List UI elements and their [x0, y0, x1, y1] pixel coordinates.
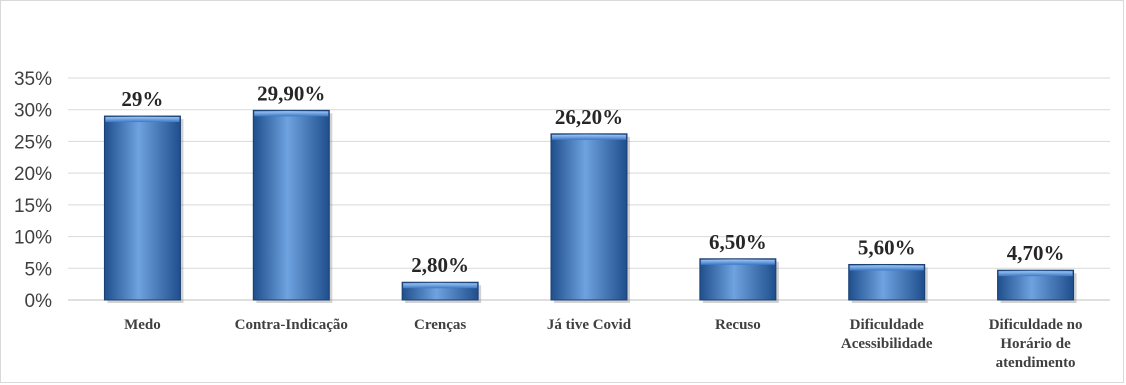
bar-cap — [403, 283, 478, 289]
y-tick-label: 0% — [25, 291, 53, 312]
y-axis-ticks: 0% 5% 10% 15% 20% 25% 30% 35% — [14, 69, 52, 312]
bar — [401, 281, 482, 303]
bar-body — [103, 115, 181, 301]
x-tick-label: Crenças — [414, 317, 466, 333]
bar-cap — [998, 271, 1073, 277]
y-tick-label: 25% — [14, 132, 52, 153]
data-labels: 29% 29,90% 2,80% 26,20% 6,50% 5,60% 4,70% — [121, 81, 1064, 277]
bar-cap — [105, 117, 180, 123]
data-label: 29,90% — [257, 81, 325, 105]
y-tick-label: 15% — [14, 196, 52, 217]
bar-cap — [552, 134, 626, 140]
bar — [550, 133, 630, 303]
x-axis-ticks: Medo Contra-Indicação Crenças Já tive Covid… — [124, 317, 1082, 371]
bars — [103, 109, 1077, 303]
bar — [699, 258, 779, 303]
data-label: 29% — [121, 87, 163, 111]
bar-cap — [254, 111, 329, 117]
x-tick-label: Dificuldade Acessibilidade — [841, 317, 933, 352]
data-label: 6,50% — [709, 230, 767, 254]
x-tick-label: Recuso — [715, 317, 761, 333]
y-tick-label: 30% — [14, 101, 52, 122]
y-tick-label: 35% — [14, 69, 52, 90]
bar-cap — [700, 259, 775, 265]
data-label: 5,60% — [858, 235, 916, 259]
data-label: 2,80% — [411, 253, 469, 277]
x-tick-label: Medo — [124, 317, 161, 333]
bar — [997, 269, 1077, 303]
x-tick-label: Já tive Covid — [547, 317, 632, 333]
bar — [848, 263, 928, 303]
data-label: 26,20% — [555, 105, 623, 129]
bar — [103, 115, 184, 303]
x-tick-label: Contra-Indicação — [235, 317, 348, 333]
y-tick-label: 5% — [25, 259, 53, 280]
bar — [252, 109, 333, 303]
bar-cap — [849, 265, 924, 271]
bar-body — [699, 258, 777, 301]
x-tick-label: Dificuldade no Horário de atendimento — [989, 317, 1083, 371]
y-tick-label: 10% — [14, 228, 52, 249]
y-tick-label: 20% — [14, 164, 52, 185]
data-label: 4,70% — [1007, 241, 1065, 265]
bar-body — [550, 133, 628, 301]
bar-body — [252, 109, 330, 301]
